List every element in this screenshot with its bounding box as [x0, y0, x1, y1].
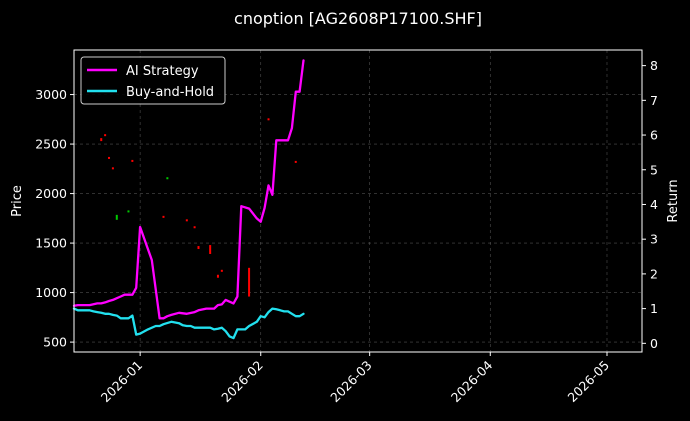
- y-left-tick-label: 500: [43, 335, 67, 350]
- y-right-tick-label: 1: [650, 301, 658, 316]
- series-layer: [72, 59, 305, 340]
- chart-title: cnoption [AG2608P17100.SHF]: [234, 9, 482, 28]
- price-bar: [197, 246, 200, 250]
- y-axis-right-label: Return: [666, 179, 681, 222]
- price-bar: [127, 210, 130, 213]
- price-bar: [100, 138, 103, 142]
- series-line-buy-and-hold: [72, 307, 305, 340]
- price-bar: [193, 226, 196, 229]
- y-right-tick-label: 0: [650, 336, 658, 351]
- y-right-tick-label: 8: [650, 58, 658, 73]
- price-bars-layer: [100, 118, 297, 297]
- legend: AI Strategy Buy-and-Hold: [80, 56, 226, 105]
- y-right-tick-label: 7: [650, 93, 658, 108]
- legend-label-buy-and-hold: Buy-and-Hold: [126, 85, 214, 100]
- price-bar: [115, 214, 118, 220]
- price-bar: [267, 118, 270, 121]
- price-bar: [108, 156, 111, 159]
- price-bar: [166, 177, 169, 180]
- y-left-tick-label: 1500: [35, 236, 67, 251]
- y-right-tick-label: 4: [650, 197, 658, 212]
- price-bar: [220, 269, 223, 272]
- y-left-tick-label: 3000: [35, 87, 67, 102]
- y-right-tick-label: 5: [650, 162, 658, 177]
- y-axis-left-label: Price: [10, 185, 25, 217]
- price-bar: [294, 160, 297, 163]
- price-bar: [104, 134, 107, 137]
- price-bar: [185, 219, 188, 222]
- y-right-tick-label: 3: [650, 232, 658, 247]
- y-right-tick-label: 6: [650, 128, 658, 143]
- legend-label-ai-strategy: AI Strategy: [126, 64, 199, 79]
- price-bar: [131, 159, 134, 162]
- series-line-ai-strategy: [72, 59, 305, 320]
- price-bar: [162, 215, 165, 218]
- y-left-tick-label: 2500: [35, 137, 67, 152]
- plot-frame: [73, 49, 643, 353]
- price-bar: [209, 245, 212, 254]
- y-left-tick-label: 1000: [35, 285, 67, 300]
- y-left-tick-label: 2000: [35, 186, 67, 201]
- y-right-tick-label: 2: [650, 266, 658, 281]
- price-bar: [248, 267, 251, 297]
- price-bar: [216, 274, 219, 278]
- price-bar: [111, 167, 114, 170]
